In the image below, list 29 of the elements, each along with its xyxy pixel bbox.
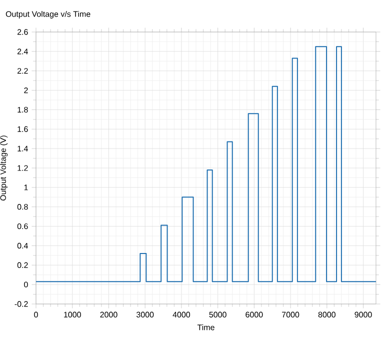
y-tick-label: 1 — [24, 184, 28, 190]
x-tick-label: 1000 — [64, 312, 81, 318]
y-tick-label: 0.8 — [17, 204, 28, 210]
x-tick-label: 4000 — [172, 312, 190, 318]
chart-title: Output Voltage v/s Time — [6, 11, 90, 18]
x-axis-title: Time — [197, 324, 214, 330]
y-tick-label: 1.4 — [18, 146, 28, 152]
y-tick-label: 1.8 — [18, 106, 28, 113]
x-tick-label: 8000 — [318, 312, 336, 318]
y-tick-label: 0.2 — [17, 262, 28, 268]
y-tick-label: 2 — [24, 87, 28, 94]
x-tick-label: 6000 — [246, 312, 263, 318]
y-tick-label: 1.2 — [18, 165, 28, 171]
x-tick-label: 2000 — [100, 312, 118, 318]
y-tick-label: 2.6 — [17, 29, 28, 35]
x-tick-label: 5000 — [209, 312, 226, 318]
y-tick-label: 2.2 — [17, 68, 28, 74]
y-tick-label: 1.6 — [18, 126, 28, 132]
y-tick-label: 2.4 — [17, 48, 28, 54]
y-tick-label: 0.4 — [17, 242, 28, 249]
line-series — [36, 46, 376, 282]
x-tick-label: 0 — [34, 312, 38, 318]
x-tick-label: 7000 — [282, 312, 300, 318]
x-tick-label: 3000 — [136, 312, 154, 318]
y-axis-title: Output Voltage (V) — [0, 136, 8, 201]
y-tick-label: 0 — [24, 282, 28, 288]
y-tick-label: 0.6 — [17, 223, 28, 230]
x-tick-label: 9000 — [354, 312, 372, 318]
y-tick-label: -0.2 — [14, 301, 28, 307]
